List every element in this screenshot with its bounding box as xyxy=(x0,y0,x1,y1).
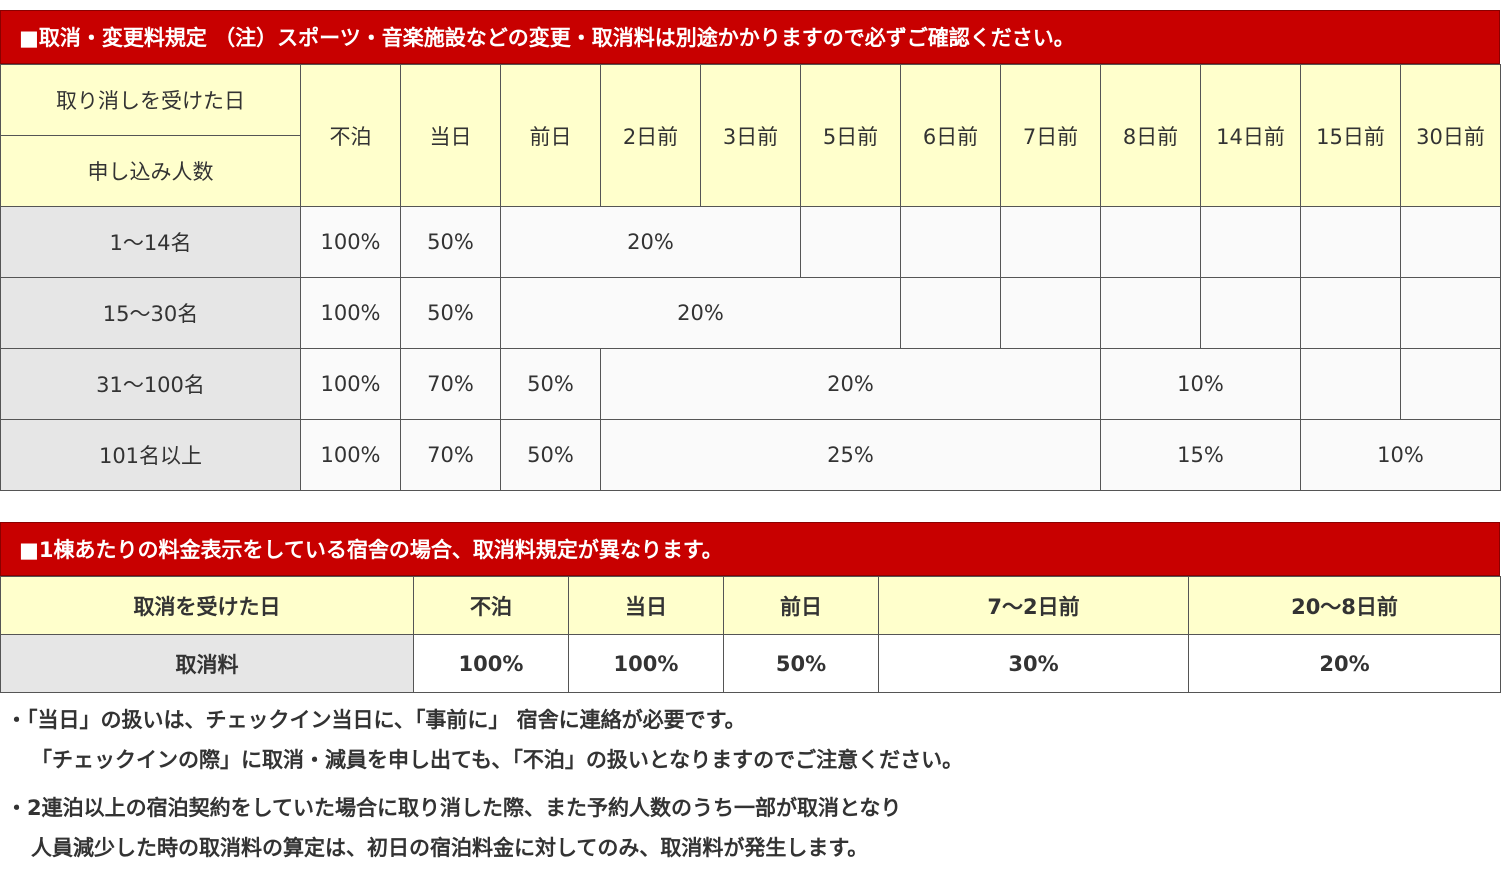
section-per-building-policy: ■1棟あたりの料金表示をしている宿舎の場合、取消料規定が異なります。 取消を受け… xyxy=(0,522,1501,693)
note-line: ・2連泊以上の宿泊契約をしていた場合に取り消した際、また予約人数のうち一部が取消… xyxy=(6,796,902,820)
section-cancellation-policy: ■取消・変更料規定 （注）スポーツ・音楽施設などの変更・取消料は別途かかりますの… xyxy=(0,10,1501,491)
fee-cell: 50% xyxy=(723,634,879,693)
col-header: 不泊 xyxy=(300,64,401,207)
empty-cell xyxy=(1400,348,1501,420)
col-header: 2日前 xyxy=(600,64,701,207)
row-label: 101名以上 xyxy=(0,419,301,491)
col-header: 5日前 xyxy=(800,64,901,207)
empty-cell xyxy=(1000,277,1101,349)
row-label: 取消料 xyxy=(0,634,414,693)
empty-cell xyxy=(1300,206,1401,278)
empty-cell xyxy=(1000,206,1101,278)
fee-cell: 70% xyxy=(400,348,501,420)
empty-cell xyxy=(900,206,1001,278)
table-row: 取消料 100% 100% 50% 30% 20% xyxy=(0,634,1501,693)
note-line: 「チェックインの際」に取消・減員を申し出ても、「不泊」の扱いとなりますのでご注意… xyxy=(31,748,964,772)
notes: ・「当日」の扱いは、チェックイン当日に、「事前に」 宿舎に連絡が必要です。 「チ… xyxy=(6,700,963,876)
col-header: 不泊 xyxy=(413,576,569,635)
row-header-people: 申し込み人数 xyxy=(0,135,301,207)
fee-cell: 70% xyxy=(400,419,501,491)
col-header: 20～8日前 xyxy=(1188,576,1501,635)
empty-cell xyxy=(1300,277,1401,349)
fee-cell: 100% xyxy=(300,206,401,278)
row-label: 1～14名 xyxy=(0,206,301,278)
fee-cell: 50% xyxy=(500,419,601,491)
fee-cell: 20% xyxy=(600,348,1101,420)
empty-cell xyxy=(1400,277,1501,349)
col-header: 前日 xyxy=(723,576,879,635)
empty-cell xyxy=(1400,206,1501,278)
table-row: 31～100名 100% 70% 50% 20% 10% xyxy=(0,348,1501,420)
empty-cell xyxy=(1200,277,1301,349)
col-header: 当日 xyxy=(568,576,724,635)
table-row: 101名以上 100% 70% 50% 25% 15% 10% xyxy=(0,419,1501,491)
section2-title: ■1棟あたりの料金表示をしている宿舎の場合、取消料規定が異なります。 xyxy=(0,522,1500,576)
fee-cell: 100% xyxy=(568,634,724,693)
fee-cell: 10% xyxy=(1100,348,1301,420)
col-header: 6日前 xyxy=(900,64,1001,207)
fee-cell: 50% xyxy=(500,348,601,420)
col-header: 30日前 xyxy=(1400,64,1501,207)
fee-cell: 100% xyxy=(300,277,401,349)
note-item: ・2連泊以上の宿泊契約をしていた場合に取り消した際、また予約人数のうち一部が取消… xyxy=(6,788,963,868)
row-header-date: 取消を受けた日 xyxy=(0,576,414,635)
col-header: 8日前 xyxy=(1100,64,1201,207)
fee-cell: 20% xyxy=(1188,634,1501,693)
empty-cell xyxy=(900,277,1001,349)
fee-cell: 30% xyxy=(878,634,1189,693)
col-header: 3日前 xyxy=(700,64,801,207)
fee-cell: 50% xyxy=(400,277,501,349)
fee-cell: 20% xyxy=(500,206,801,278)
note-line: 人員減少した時の取消料の算定は、初日の宿泊料金に対してのみ、取消料が発生します。 xyxy=(31,836,869,860)
row-label: 15～30名 xyxy=(0,277,301,349)
fee-cell: 100% xyxy=(300,348,401,420)
col-header: 7日前 xyxy=(1000,64,1101,207)
note-line: ・「当日」の扱いは、チェックイン当日に、「事前に」 宿舎に連絡が必要です。 xyxy=(6,708,746,732)
empty-cell xyxy=(1200,206,1301,278)
fee-cell: 100% xyxy=(300,419,401,491)
row-header-date: 取り消しを受けた日 xyxy=(0,64,301,136)
empty-cell xyxy=(800,206,901,278)
row-label: 31～100名 xyxy=(0,348,301,420)
note-item: ・「当日」の扱いは、チェックイン当日に、「事前に」 宿舎に連絡が必要です。 「チ… xyxy=(6,700,963,780)
cancellation-table: 取り消しを受けた日 不泊 当日 前日 2日前 3日前 5日前 6日前 7日前 8… xyxy=(0,64,1501,491)
col-header: 当日 xyxy=(400,64,501,207)
empty-cell xyxy=(1300,348,1401,420)
table-row: 1～14名 100% 50% 20% xyxy=(0,206,1501,278)
empty-cell xyxy=(1100,206,1201,278)
col-header: 14日前 xyxy=(1200,64,1301,207)
fee-cell: 25% xyxy=(600,419,1101,491)
fee-cell: 15% xyxy=(1100,419,1301,491)
per-building-table: 取消を受けた日 不泊 当日 前日 7～2日前 20～8日前 取消料 100% 1… xyxy=(0,576,1501,693)
col-header: 7～2日前 xyxy=(878,576,1189,635)
col-header: 15日前 xyxy=(1300,64,1401,207)
empty-cell xyxy=(1100,277,1201,349)
fee-cell: 10% xyxy=(1300,419,1501,491)
section1-title: ■取消・変更料規定 （注）スポーツ・音楽施設などの変更・取消料は別途かかりますの… xyxy=(0,10,1500,64)
fee-cell: 20% xyxy=(500,277,901,349)
col-header: 前日 xyxy=(500,64,601,207)
fee-cell: 50% xyxy=(400,206,501,278)
table-row: 15～30名 100% 50% 20% xyxy=(0,277,1501,349)
fee-cell: 100% xyxy=(413,634,569,693)
